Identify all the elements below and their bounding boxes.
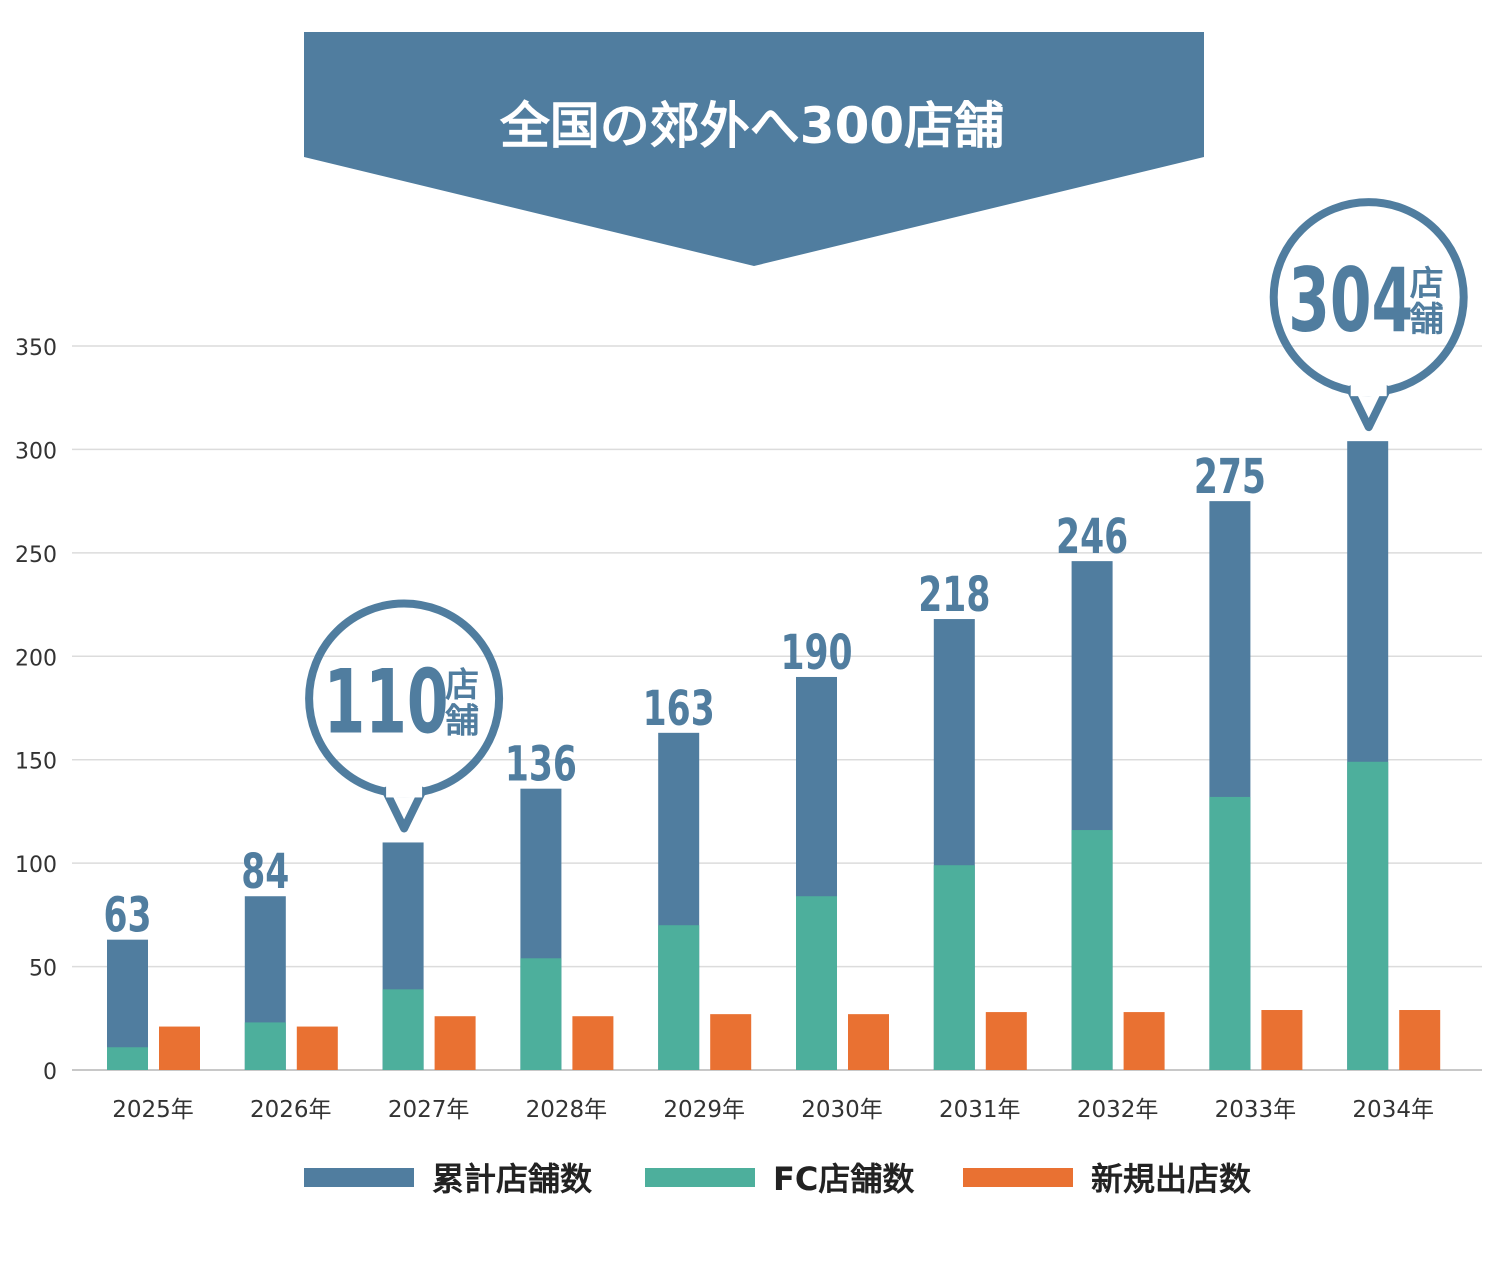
legend-swatch xyxy=(304,1168,414,1187)
bar-fc xyxy=(244,1022,286,1070)
callout-value: 110 xyxy=(324,651,449,754)
data-label: 84 xyxy=(241,843,289,899)
banner-shape xyxy=(304,32,1204,266)
y-tick-label: 100 xyxy=(15,853,57,878)
y-tick-label: 50 xyxy=(29,957,57,982)
y-tick-label: 0 xyxy=(43,1060,57,1085)
y-tick-label: 150 xyxy=(15,750,57,775)
y-tick-label: 200 xyxy=(15,646,57,671)
x-tick-label: 2030年 xyxy=(801,1097,883,1123)
data-label: 190 xyxy=(780,624,852,680)
data-label: 163 xyxy=(643,680,715,736)
bar-new xyxy=(434,1016,476,1070)
data-label: 136 xyxy=(505,736,577,792)
callout-unit: 舗 xyxy=(444,701,479,741)
data-label: 246 xyxy=(1056,508,1128,564)
data-label: 218 xyxy=(918,566,990,622)
bar-fc xyxy=(107,1047,148,1070)
title-banner: 全国の郊外へ300店舗 xyxy=(304,32,1204,266)
data-label: 275 xyxy=(1194,448,1266,504)
bar-fc xyxy=(1071,830,1113,1070)
data-label: 63 xyxy=(103,887,151,943)
bar-new xyxy=(985,1012,1027,1070)
bar-fc xyxy=(658,925,700,1070)
callout-unit: 舗 xyxy=(1409,300,1444,340)
x-tick-label: 2028年 xyxy=(526,1097,608,1123)
x-tick-label: 2025年 xyxy=(112,1097,194,1123)
bar-fc xyxy=(796,896,837,1070)
y-tick-label: 250 xyxy=(15,543,57,568)
bar-fc xyxy=(520,958,562,1070)
y-tick-label: 300 xyxy=(15,439,57,464)
bar-new xyxy=(296,1026,338,1070)
x-tick-label: 2032年 xyxy=(1077,1097,1159,1123)
legend-label: FC店舗数 xyxy=(773,1160,915,1198)
bar-new xyxy=(1399,1010,1441,1070)
legend-label: 新規出店数 xyxy=(1091,1160,1252,1198)
chart-title: 全国の郊外へ300店舗 xyxy=(499,97,1004,155)
x-tick-label: 2031年 xyxy=(939,1097,1021,1123)
x-tick-label: 2033年 xyxy=(1215,1097,1297,1123)
y-tick-label: 350 xyxy=(15,336,57,361)
callout-unit: 店 xyxy=(445,665,479,705)
bar-fc xyxy=(1209,796,1251,1070)
legend-swatch xyxy=(963,1168,1073,1187)
x-tick-label: 2029年 xyxy=(663,1097,745,1123)
bar-new xyxy=(159,1026,200,1070)
bar-fc xyxy=(382,989,424,1070)
bar-new xyxy=(1123,1012,1165,1070)
bar-new xyxy=(710,1014,752,1070)
callout-value: 304 xyxy=(1288,249,1413,352)
bar-new xyxy=(572,1016,614,1070)
bar-new xyxy=(1261,1010,1303,1070)
bar-fc xyxy=(933,865,975,1070)
legend-swatch xyxy=(645,1168,755,1187)
callout-unit: 店 xyxy=(1410,264,1444,304)
bar-new xyxy=(848,1014,889,1070)
x-tick-label: 2034年 xyxy=(1352,1097,1434,1123)
x-tick-label: 2027年 xyxy=(388,1097,470,1123)
x-tick-label: 2026年 xyxy=(250,1097,332,1123)
bar-fc xyxy=(1347,761,1389,1070)
legend-label: 累計店舗数 xyxy=(432,1160,593,1198)
